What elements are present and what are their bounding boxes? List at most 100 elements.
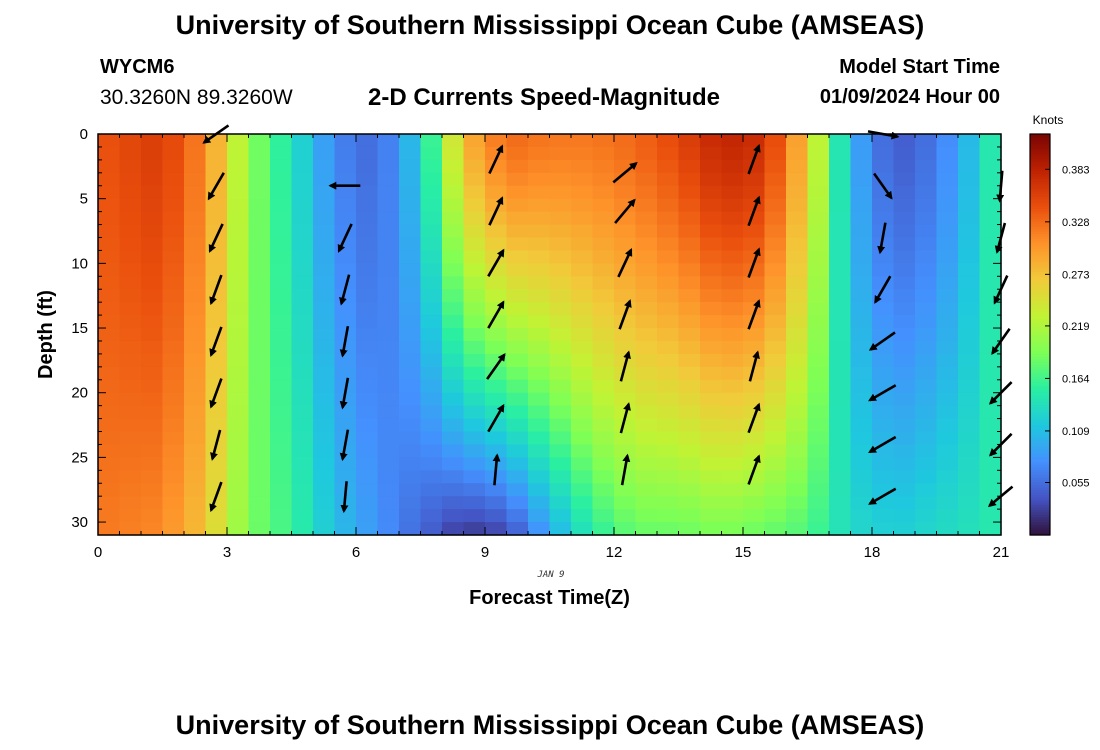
heatmap-cell xyxy=(807,263,830,277)
heatmap-cell xyxy=(119,522,142,536)
heatmap-cell xyxy=(463,522,486,536)
heatmap-cell xyxy=(162,522,185,536)
heatmap-cell xyxy=(377,315,400,329)
heatmap-cell xyxy=(807,315,830,329)
heatmap-cell xyxy=(399,276,422,290)
colorbar-segment xyxy=(1030,274,1050,278)
heatmap-cell xyxy=(399,483,422,497)
heatmap-cell xyxy=(764,470,787,484)
heatmap-cell xyxy=(334,470,357,484)
colorbar-segment xyxy=(1030,477,1050,481)
heatmap-cell xyxy=(549,444,572,458)
heatmap-cell xyxy=(915,353,938,368)
heatmap-cell xyxy=(592,522,615,536)
heatmap-cell xyxy=(614,276,637,290)
heatmap-cell xyxy=(657,483,680,497)
heatmap-cell xyxy=(979,379,1002,394)
heatmap-cell xyxy=(614,522,637,536)
heatmap-cell xyxy=(506,483,529,497)
heatmap-cell xyxy=(506,328,529,342)
heatmap-cell xyxy=(463,211,486,226)
heatmap-cell xyxy=(549,457,572,471)
heatmap-cell xyxy=(807,418,830,433)
heatmap-cell xyxy=(678,353,701,368)
heatmap-cell xyxy=(979,522,1002,536)
heatmap-cell xyxy=(485,134,508,148)
heatmap-cell xyxy=(119,172,142,187)
heatmap-cell xyxy=(592,315,615,329)
heatmap-cell xyxy=(893,159,916,174)
heatmap-cell xyxy=(506,146,529,161)
colorbar-segment xyxy=(1030,294,1050,298)
colorbar-segment xyxy=(1030,329,1050,333)
heatmap-cell xyxy=(463,366,486,381)
heatmap-cell xyxy=(915,457,938,471)
heatmap-cell xyxy=(248,418,271,433)
heatmap-cell xyxy=(807,483,830,497)
heatmap-cell xyxy=(119,496,142,510)
heatmap-cell xyxy=(356,224,379,239)
heatmap-cell xyxy=(313,405,336,420)
heatmap-cell xyxy=(678,470,701,484)
heatmap-cell xyxy=(162,302,185,316)
heatmap-cell xyxy=(721,172,744,187)
heatmap-cell xyxy=(571,159,594,174)
heatmap-cell xyxy=(442,366,465,381)
colorbar-segment xyxy=(1030,184,1050,188)
heatmap-cell xyxy=(657,353,680,368)
heatmap-cell xyxy=(915,483,938,497)
heatmap-cell xyxy=(549,172,572,187)
heatmap-cell xyxy=(162,185,185,200)
heatmap-cell xyxy=(184,224,207,239)
heatmap-cell xyxy=(979,457,1002,471)
heatmap-cell xyxy=(958,211,981,226)
heatmap-cell xyxy=(334,159,357,174)
heatmap-cell xyxy=(162,198,185,213)
heatmap-cell xyxy=(420,379,443,394)
heatmap-cell xyxy=(377,198,400,213)
heatmap-cell xyxy=(979,315,1002,329)
heatmap-cell xyxy=(270,263,293,277)
heatmap-cell xyxy=(764,224,787,239)
heatmap-cell xyxy=(786,509,809,523)
heatmap-cell xyxy=(270,444,293,458)
heatmap-cell xyxy=(764,392,787,407)
colorbar-segment xyxy=(1030,444,1050,448)
heatmap-cell xyxy=(227,431,250,446)
heatmap-cell xyxy=(399,379,422,394)
heatmap-cell xyxy=(549,198,572,213)
colorbar-segment xyxy=(1030,156,1050,160)
heatmap-cell xyxy=(936,237,959,252)
chart-subtitle: 2-D Currents Speed-Magnitude xyxy=(368,84,721,111)
heatmap-cell xyxy=(227,457,250,471)
heatmap-cell xyxy=(700,328,723,342)
heatmap-cell xyxy=(420,431,443,446)
heatmap-cell xyxy=(764,418,787,433)
colorbar-segment xyxy=(1030,264,1050,268)
heatmap-cell xyxy=(313,431,336,446)
heatmap-cell xyxy=(592,198,615,213)
heatmap-cell xyxy=(248,353,271,368)
heatmap-cell xyxy=(162,289,185,303)
heatmap-cell xyxy=(915,522,938,536)
heatmap-cell xyxy=(571,340,594,355)
heatmap-cell xyxy=(184,263,207,277)
heatmap-cell xyxy=(829,379,852,394)
heatmap-cell xyxy=(377,457,400,471)
heatmap-cell xyxy=(764,457,787,471)
current-vector xyxy=(339,274,351,306)
colorbar-segment xyxy=(1030,136,1050,140)
heatmap-cell xyxy=(571,276,594,290)
heatmap-cell xyxy=(98,276,121,290)
heatmap-cell xyxy=(678,250,701,264)
heatmap-cell xyxy=(420,146,443,161)
heatmap-cell xyxy=(399,134,422,148)
heatmap-cell xyxy=(463,263,486,277)
heatmap-cell xyxy=(829,172,852,187)
heatmap-cell xyxy=(399,328,422,342)
colorbar-tick-label: 0.109 xyxy=(1062,426,1090,438)
heatmap-cell xyxy=(141,185,164,200)
heatmap-cell xyxy=(915,172,938,187)
heatmap-cell xyxy=(270,211,293,226)
heatmap-cell xyxy=(549,237,572,252)
